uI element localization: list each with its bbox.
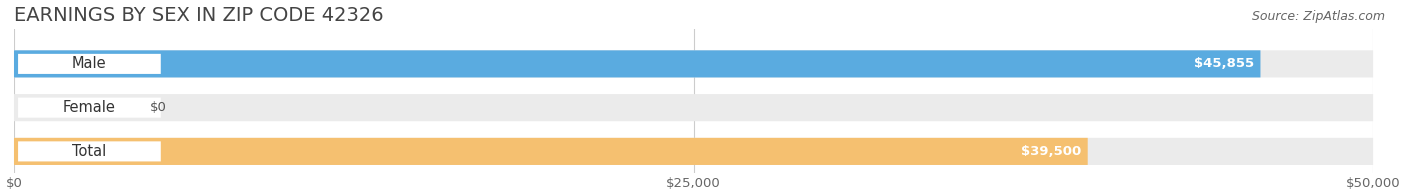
FancyBboxPatch shape <box>18 98 160 118</box>
FancyBboxPatch shape <box>14 138 1088 165</box>
Text: Female: Female <box>63 100 115 115</box>
FancyBboxPatch shape <box>14 50 1374 77</box>
Text: $39,500: $39,500 <box>1021 145 1081 158</box>
FancyBboxPatch shape <box>18 141 160 162</box>
Text: $45,855: $45,855 <box>1194 57 1254 70</box>
Text: $0: $0 <box>150 101 167 114</box>
Text: Source: ZipAtlas.com: Source: ZipAtlas.com <box>1251 10 1385 23</box>
FancyBboxPatch shape <box>14 94 1374 121</box>
Text: Total: Total <box>72 144 107 159</box>
Text: EARNINGS BY SEX IN ZIP CODE 42326: EARNINGS BY SEX IN ZIP CODE 42326 <box>14 5 384 24</box>
FancyBboxPatch shape <box>14 50 1260 77</box>
FancyBboxPatch shape <box>14 138 1374 165</box>
FancyBboxPatch shape <box>18 54 160 74</box>
Text: Male: Male <box>72 56 107 71</box>
